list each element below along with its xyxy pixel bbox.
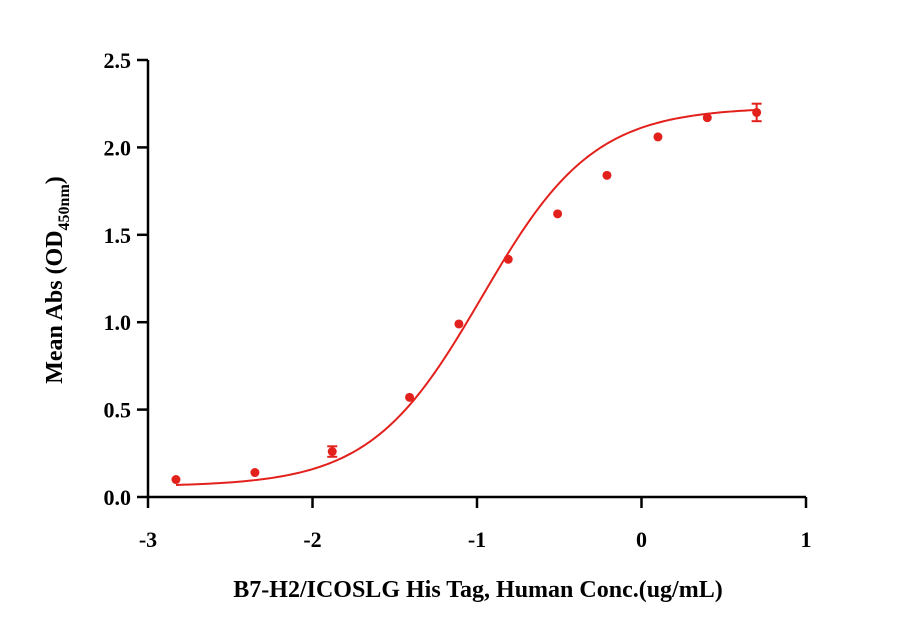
x-axis-title: B7-H2/ICOSLG His Tag, Human Conc.(ug/mL): [233, 577, 722, 603]
data-points-layer: [171, 102, 762, 485]
y-tick-label: 2.5: [104, 48, 132, 73]
x-tick-label: 1: [801, 527, 812, 552]
data-point: [171, 475, 181, 485]
data-point: [653, 132, 663, 142]
y-axis: 0.0 0.5 1.0 1.5 2.0 2.5: [104, 48, 150, 510]
x-tick-label: -1: [468, 527, 486, 552]
y-axis-title: Mean Abs (OD450nm): [42, 176, 73, 384]
data-point: [602, 170, 612, 180]
x-tick-label: -3: [139, 527, 157, 552]
y-tick-label: 1.0: [104, 310, 132, 335]
data-point: [503, 254, 513, 264]
data-point: [405, 392, 415, 402]
y-axis-title-close: ): [42, 176, 68, 184]
fit-curve: [175, 108, 757, 486]
y-tick-label: 2.0: [104, 135, 132, 160]
y-tick-label: 0.5: [104, 398, 132, 423]
data-point: [752, 107, 762, 117]
y-axis-title-subscript: 450nm: [56, 184, 73, 231]
y-axis-title-main: Mean Abs (OD: [42, 230, 68, 383]
data-point: [454, 319, 464, 329]
fit-curve-layer: [175, 108, 757, 486]
data-point: [327, 447, 337, 457]
data-point: [553, 209, 563, 219]
x-tick-label: -2: [303, 527, 321, 552]
data-point: [250, 468, 260, 478]
y-tick-label: 0.0: [104, 485, 132, 510]
x-tick-label: 0: [636, 527, 647, 552]
y-tick-label: 1.5: [104, 223, 132, 248]
data-point: [702, 113, 712, 123]
x-axis: -3 -2 -1 0 1: [139, 495, 812, 552]
